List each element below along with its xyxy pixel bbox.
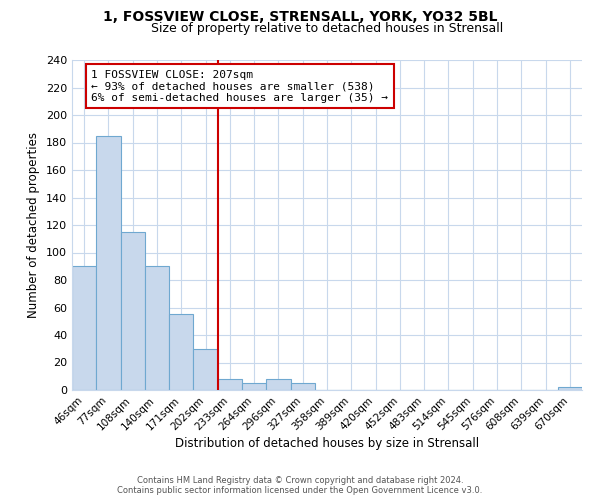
Bar bbox=[145, 266, 169, 390]
Bar bbox=[218, 379, 242, 390]
Text: 1 FOSSVIEW CLOSE: 207sqm
← 93% of detached houses are smaller (538)
6% of semi-d: 1 FOSSVIEW CLOSE: 207sqm ← 93% of detach… bbox=[91, 70, 388, 103]
Bar bbox=[121, 232, 145, 390]
Title: Size of property relative to detached houses in Strensall: Size of property relative to detached ho… bbox=[151, 22, 503, 35]
Bar bbox=[266, 379, 290, 390]
Bar bbox=[242, 383, 266, 390]
Y-axis label: Number of detached properties: Number of detached properties bbox=[28, 132, 40, 318]
Bar bbox=[558, 387, 582, 390]
Bar bbox=[72, 266, 96, 390]
Bar bbox=[96, 136, 121, 390]
X-axis label: Distribution of detached houses by size in Strensall: Distribution of detached houses by size … bbox=[175, 438, 479, 450]
Text: Contains HM Land Registry data © Crown copyright and database right 2024.
Contai: Contains HM Land Registry data © Crown c… bbox=[118, 476, 482, 495]
Bar bbox=[193, 349, 218, 390]
Bar bbox=[169, 314, 193, 390]
Text: 1, FOSSVIEW CLOSE, STRENSALL, YORK, YO32 5BL: 1, FOSSVIEW CLOSE, STRENSALL, YORK, YO32… bbox=[103, 10, 497, 24]
Bar bbox=[290, 383, 315, 390]
